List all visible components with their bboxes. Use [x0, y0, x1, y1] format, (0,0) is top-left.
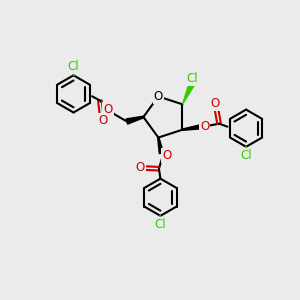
Text: O: O [135, 161, 144, 174]
Polygon shape [126, 116, 144, 124]
Text: O: O [103, 103, 112, 116]
Text: Cl: Cl [240, 149, 252, 162]
Text: O: O [210, 97, 220, 110]
Text: O: O [98, 114, 107, 127]
Polygon shape [182, 124, 201, 130]
Text: O: O [162, 149, 171, 162]
Text: O: O [200, 120, 209, 133]
Polygon shape [182, 84, 194, 104]
Polygon shape [158, 137, 164, 154]
Text: Cl: Cl [154, 218, 166, 231]
Text: Cl: Cl [186, 72, 198, 85]
Text: O: O [154, 90, 163, 103]
Text: Cl: Cl [68, 60, 79, 73]
